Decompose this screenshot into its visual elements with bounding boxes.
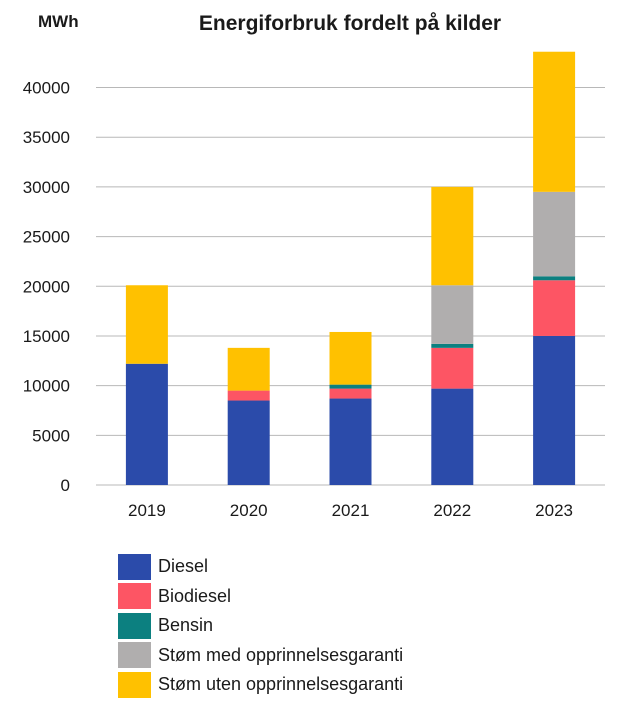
bar-segment	[227, 400, 270, 485]
x-tick-label: 2019	[128, 501, 166, 520]
legend-swatch	[118, 642, 151, 669]
legend-swatch	[118, 671, 151, 698]
legend-label: Støm med opprinnelsesgaranti	[158, 644, 404, 665]
bar-segment	[125, 285, 168, 364]
legend-item: Støm med opprinnelsesgaranti	[118, 641, 403, 671]
bar-segment	[533, 335, 576, 485]
legend-item: Biodiesel	[118, 582, 403, 612]
bar-segment	[329, 388, 372, 399]
legend-label: Bensin	[158, 615, 214, 636]
bar-segment	[533, 280, 576, 336]
x-tick-label: 2023	[535, 501, 573, 520]
bar-segment	[329, 384, 372, 389]
y-tick-label: 15000	[23, 327, 70, 346]
y-axis-unit-label: MWh	[38, 12, 79, 31]
bar-segment	[227, 390, 270, 401]
legend-item: Støm uten opprinnelsesgaranti	[118, 670, 403, 700]
bar-segment	[227, 347, 270, 391]
bar-segment	[533, 276, 576, 281]
chart-legend: Diesel Biodiesel Bensin Støm med opprinnels…	[118, 552, 403, 700]
y-tick-label: 35000	[23, 128, 70, 147]
x-tick-label: 2022	[433, 501, 471, 520]
legend-label: Biodiesel	[158, 585, 232, 606]
bar-segment	[329, 331, 372, 385]
legend-item: Diesel	[118, 552, 403, 582]
chart-title: Energiforbruk fordelt på kilder	[198, 12, 502, 35]
bar-segment	[431, 388, 474, 485]
legend-swatch	[118, 612, 151, 639]
bar-segment	[431, 347, 474, 389]
bar-segment	[533, 51, 576, 192]
y-tick-label: 0	[61, 476, 70, 495]
bar-segment	[125, 363, 168, 485]
bar-segment	[329, 398, 372, 485]
legend-label: Diesel	[158, 556, 209, 577]
y-tick-label: 40000	[23, 79, 70, 98]
y-tick-label: 30000	[23, 178, 70, 197]
bar-segment	[431, 285, 474, 344]
legend-label: Støm uten opprinnelsesgaranti	[158, 674, 404, 695]
y-tick-label: 10000	[23, 377, 70, 396]
legend-swatch	[118, 583, 151, 610]
y-tick-label: 20000	[23, 277, 70, 296]
bar-segment	[533, 191, 576, 277]
legend-swatch	[118, 553, 151, 580]
y-tick-label: 25000	[23, 228, 70, 247]
x-tick-label: 2021	[332, 501, 370, 520]
x-tick-label: 2020	[230, 501, 268, 520]
bar-segment	[431, 343, 474, 348]
y-tick-label: 5000	[32, 426, 70, 445]
bar-segment	[431, 186, 474, 286]
legend-item: Bensin	[118, 611, 403, 641]
